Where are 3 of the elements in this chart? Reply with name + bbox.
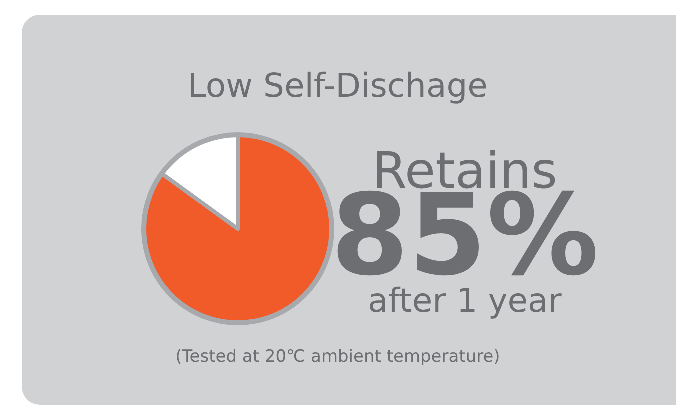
text: (Tested at 20℃ ambient temperature) (176, 347, 500, 367)
chart-title: Low Self-Dischage (188, 66, 488, 105)
text: after 1 year (368, 281, 562, 320)
